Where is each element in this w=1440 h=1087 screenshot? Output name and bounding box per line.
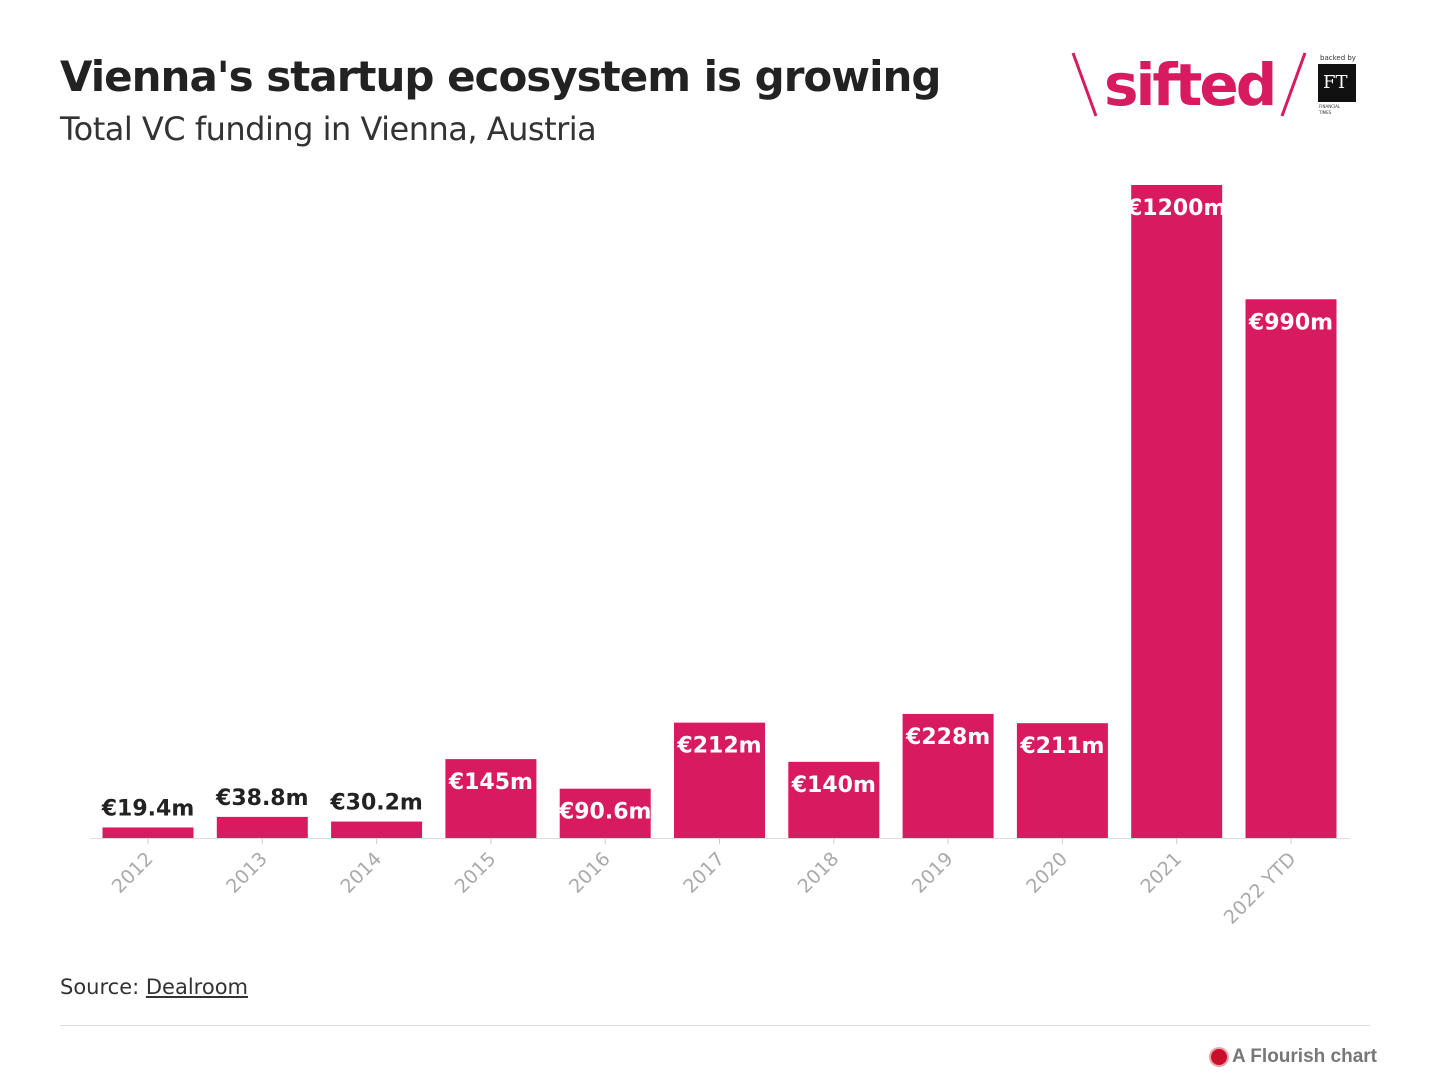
data-label: €990m: [1248, 310, 1333, 335]
sifted-logo: sifted backed by FT FINANCIAL TIMES: [1071, 51, 1356, 119]
bar-2016: [559, 788, 651, 838]
flourish-credit[interactable]: A Flourish chart: [1211, 1046, 1377, 1068]
data-label: €140m: [791, 773, 876, 798]
bar-2015: [445, 759, 537, 838]
bar-2019: [902, 713, 994, 838]
svg-text:sifted: sifted: [1104, 51, 1274, 119]
x-tick-label: 2020: [1022, 848, 1072, 898]
x-tick-label: 2021: [1136, 848, 1186, 898]
chart-title: Vienna's startup ecosystem is growing: [60, 52, 941, 101]
flourish-icon: [1211, 1049, 1228, 1065]
x-tick-label: 2015: [451, 848, 501, 898]
x-tick-label: 2012: [108, 848, 158, 898]
x-tick-label: 2016: [565, 848, 615, 898]
data-label: €228m: [905, 725, 990, 750]
bar-2020: [1016, 723, 1108, 838]
svg-text:TIMES: TIMES: [1318, 110, 1332, 115]
data-label: €90.6m: [558, 800, 652, 825]
bar-2021: [1131, 185, 1223, 838]
data-label: €30.2m: [329, 791, 423, 816]
bar-2013: [216, 816, 308, 838]
data-label: €38.8m: [215, 786, 309, 811]
x-tick-label: 2017: [679, 848, 729, 898]
flourish-credit-text: A Flourish chart: [1232, 1046, 1377, 1067]
source-label: Source:: [60, 975, 146, 999]
bar-2012: [102, 827, 194, 838]
source-link[interactable]: Dealroom: [145, 975, 249, 999]
data-label: €211m: [1019, 734, 1104, 759]
chart-subtitle: Total VC funding in Vienna, Austria: [60, 110, 597, 148]
svg-text:FT: FT: [1323, 72, 1348, 93]
source-note: Source: Dealroom: [60, 975, 248, 999]
x-tick-label: 2014: [336, 848, 386, 898]
x-tick-label: 2019: [908, 848, 958, 898]
divider: [60, 1025, 1370, 1026]
x-tick-label: 2018: [794, 848, 844, 898]
data-label: €1200m: [1126, 196, 1226, 221]
svg-text:FINANCIAL: FINANCIAL: [1319, 104, 1341, 109]
bar-2018: [788, 761, 880, 838]
x-tick-label: 2013: [222, 848, 272, 898]
data-label: €19.4m: [101, 796, 195, 821]
data-label: €212m: [676, 734, 761, 759]
bar-2014: [331, 821, 423, 838]
svg-text:backed by: backed by: [1320, 54, 1356, 62]
bar-2017: [674, 722, 765, 838]
bar-2022 YTD: [1245, 299, 1337, 838]
data-label: €145m: [448, 770, 533, 795]
x-tick-label: 2022 YTD: [1220, 848, 1301, 929]
